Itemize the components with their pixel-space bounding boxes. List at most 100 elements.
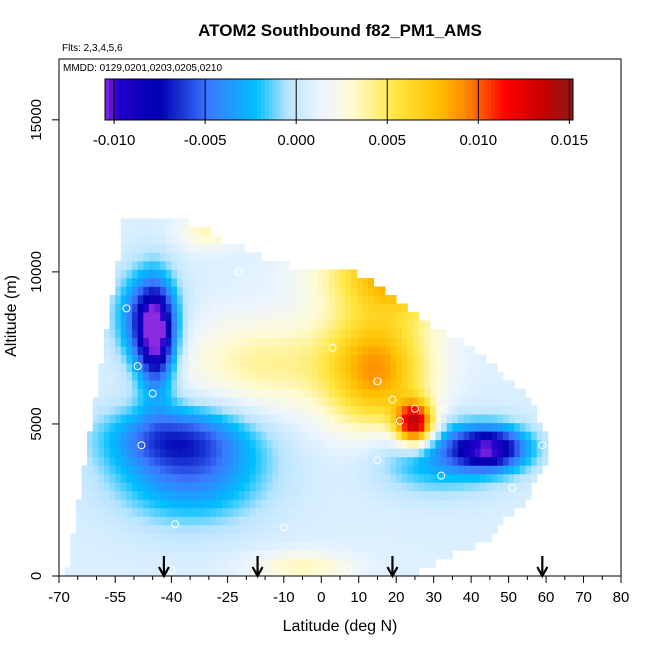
heatmap-cell — [250, 354, 257, 364]
heatmap-cell — [480, 371, 487, 381]
heatmap-cell — [87, 490, 94, 500]
heatmap-cell — [182, 482, 189, 492]
heatmap-cell — [480, 448, 487, 458]
heatmap-cell — [311, 354, 318, 364]
heatmap-cell — [216, 243, 223, 253]
heatmap-cell — [261, 558, 268, 568]
heatmap-cell — [396, 507, 403, 517]
heatmap-cell — [340, 465, 347, 475]
heatmap-cell — [233, 286, 240, 296]
heatmap-cell — [255, 499, 262, 509]
heatmap-cell — [216, 448, 223, 458]
colorbar-cell — [105, 79, 110, 120]
heatmap-cell — [255, 448, 262, 458]
heatmap-cell — [266, 524, 273, 534]
heatmap-cell — [160, 448, 167, 458]
heatmap-cell — [413, 439, 420, 449]
heatmap-cell — [525, 482, 532, 492]
heatmap-cell — [452, 482, 459, 492]
heatmap-cell — [227, 465, 234, 475]
heatmap-cell — [132, 541, 139, 551]
heatmap-cell — [413, 558, 420, 568]
heatmap-cell — [441, 363, 448, 373]
heatmap-cell — [311, 499, 318, 509]
heatmap-cell — [351, 431, 358, 441]
heatmap-cell — [446, 482, 453, 492]
heatmap-cell — [244, 252, 251, 262]
heatmap-cell — [261, 499, 268, 509]
heatmap-cell — [109, 550, 116, 560]
heatmap-cell — [345, 380, 352, 390]
heatmap-cell — [272, 354, 279, 364]
heatmap-cell — [317, 541, 324, 551]
heatmap-cell — [177, 524, 184, 534]
heatmap-cell — [345, 388, 352, 398]
heatmap-cell — [413, 490, 420, 500]
heatmap-cell — [148, 295, 155, 304]
heatmap-cell — [289, 516, 296, 526]
heatmap-cell — [446, 414, 453, 424]
heatmap-cell — [401, 550, 408, 560]
heatmap-cell — [221, 388, 228, 398]
heatmap-cell — [103, 465, 110, 475]
heatmap-cell — [306, 465, 313, 475]
heatmap-cell — [255, 550, 262, 560]
heatmap-cell — [182, 337, 189, 347]
heatmap-cell — [401, 473, 408, 483]
sample-point — [508, 483, 517, 492]
heatmap-cell — [160, 277, 167, 287]
heatmap-cell — [216, 286, 223, 296]
heatmap-cell — [435, 507, 442, 517]
heatmap-cell — [261, 567, 268, 577]
heatmap-cell — [126, 490, 133, 500]
heatmap-cell — [362, 414, 369, 424]
heatmap-cell — [311, 431, 318, 441]
heatmap-cell — [165, 243, 172, 253]
sample-point — [388, 395, 397, 404]
heatmap-cell — [283, 490, 290, 500]
heatmap-cell — [109, 507, 116, 517]
heatmap-cell — [295, 414, 302, 424]
heatmap-cell — [413, 533, 420, 543]
heatmap-cell — [463, 456, 470, 466]
heatmap-cell — [266, 448, 273, 458]
heatmap-cell — [227, 354, 234, 364]
heatmap-cell — [137, 380, 144, 390]
heatmap-cell — [368, 558, 375, 568]
heatmap-cell — [120, 320, 127, 330]
heatmap-cell — [418, 490, 425, 500]
heatmap-cell — [250, 277, 257, 287]
heatmap-cell — [413, 312, 420, 321]
heatmap-cell — [469, 346, 476, 356]
colorbar-cell — [116, 79, 122, 120]
heatmap-cell — [295, 431, 302, 441]
heatmap-cell — [188, 346, 195, 356]
heatmap-cell — [160, 533, 167, 543]
colorbar-cell — [112, 79, 118, 120]
heatmap-cell — [328, 277, 335, 287]
heatmap-cell — [311, 320, 318, 330]
heatmap-cell — [379, 354, 386, 364]
colorbar-cell — [331, 79, 336, 120]
heatmap-cell — [384, 388, 391, 398]
heatmap-cell — [311, 388, 318, 398]
heatmap-cell — [356, 363, 363, 373]
heatmap-cell — [491, 524, 498, 534]
heatmap-cell — [362, 465, 369, 475]
heatmap-cell — [306, 295, 313, 304]
heatmap-cell — [261, 260, 268, 270]
heatmap-cell — [120, 329, 127, 338]
heatmap-cell — [300, 473, 307, 483]
colorbar-cell — [179, 79, 184, 120]
heatmap-cell — [98, 558, 105, 568]
heatmap-cell — [340, 397, 347, 407]
heatmap-cell — [210, 354, 217, 364]
heatmap-cell — [458, 397, 465, 407]
heatmap-cell — [272, 414, 279, 424]
heatmap-cell — [435, 354, 442, 364]
heatmap-cell — [244, 295, 251, 304]
heatmap-cell — [233, 405, 240, 415]
heatmap-cell — [199, 499, 206, 509]
heatmap-cell — [261, 422, 268, 432]
heatmap-cell — [250, 482, 257, 492]
